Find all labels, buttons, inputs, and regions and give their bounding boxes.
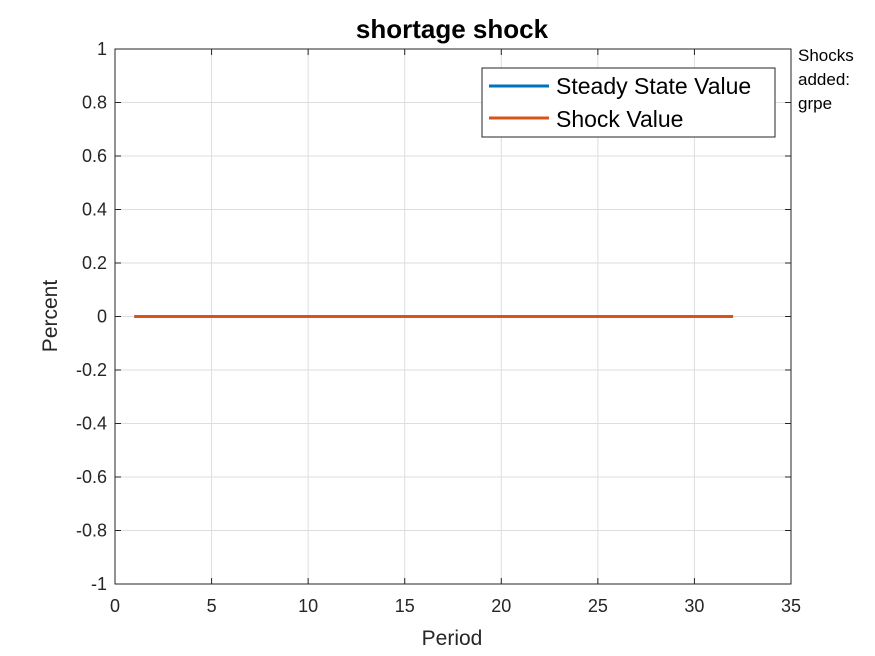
x-tick-label: 30 bbox=[684, 596, 704, 616]
y-tick-label: 0.6 bbox=[82, 146, 107, 166]
legend-label-steady-state: Steady State Value bbox=[556, 73, 751, 99]
y-tick-label: -0.2 bbox=[76, 360, 107, 380]
x-tick-label: 0 bbox=[110, 596, 120, 616]
y-tick-label: -1 bbox=[91, 574, 107, 594]
y-tick-label: -0.4 bbox=[76, 414, 107, 434]
annotation-line-3: grpe bbox=[798, 94, 832, 113]
y-tick-label: -0.6 bbox=[76, 467, 107, 487]
y-tick-label: 0 bbox=[97, 307, 107, 327]
annotation-line-2: added: bbox=[798, 70, 850, 89]
x-tick-label: 25 bbox=[588, 596, 608, 616]
x-axis-label: Period bbox=[422, 627, 483, 650]
annotation-line-1: Shocks bbox=[798, 46, 854, 65]
x-tick-label: 35 bbox=[781, 596, 801, 616]
chart-title: shortage shock bbox=[356, 14, 549, 44]
legend-label-shock-value: Shock Value bbox=[556, 106, 683, 132]
legend-box bbox=[481, 67, 776, 138]
x-tick-label: 20 bbox=[491, 596, 511, 616]
y-tick-label: 0.4 bbox=[82, 200, 107, 220]
y-tick-label: -0.8 bbox=[76, 521, 107, 541]
shocks-annotation: Shocks added: grpe bbox=[798, 46, 854, 113]
x-tick-label: 10 bbox=[298, 596, 318, 616]
y-axis-label: Percent bbox=[39, 280, 62, 353]
y-tick-label: 1 bbox=[97, 39, 107, 59]
y-tick-label: 0.2 bbox=[82, 253, 107, 273]
legend: Steady State Value Shock Value bbox=[481, 67, 776, 138]
axis-ticks: 0 5 10 15 20 25 30 35 -1 -0.8 -0.6 -0.4 -0.2 0 0.2 0.4 0… bbox=[76, 39, 801, 616]
x-tick-label: 15 bbox=[395, 596, 415, 616]
x-tick-label: 5 bbox=[207, 596, 217, 616]
y-tick-label: 0.8 bbox=[82, 93, 107, 113]
